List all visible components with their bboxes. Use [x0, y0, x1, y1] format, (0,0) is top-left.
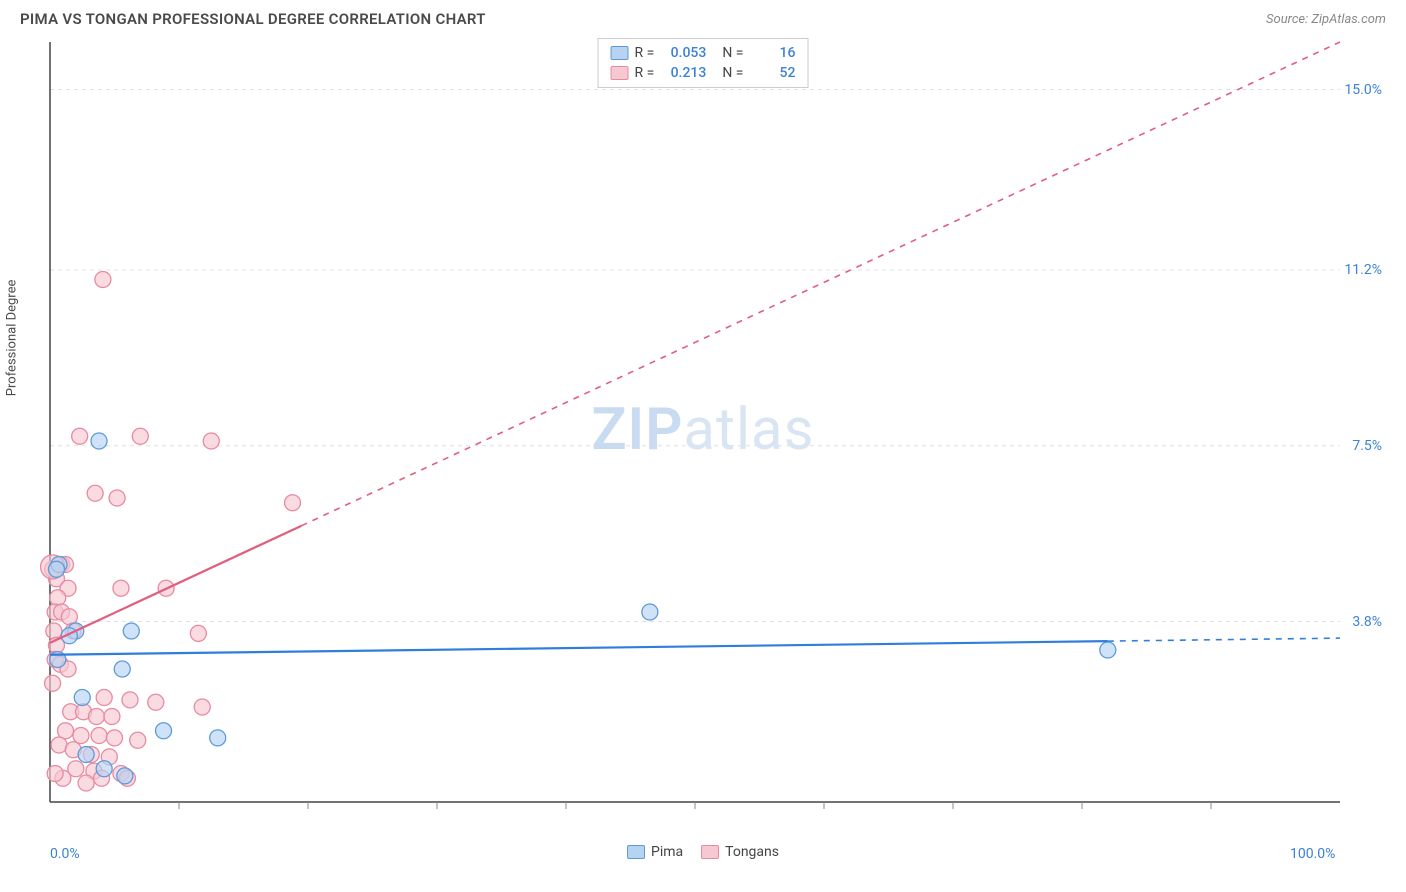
legend-R-label: R =	[635, 45, 655, 61]
legend-swatch-icon	[611, 66, 629, 80]
legend-N-value: 52	[749, 65, 795, 81]
scatter-chart	[20, 32, 1350, 832]
header-row: PIMA VS TONGAN PROFESSIONAL DEGREE CORRE…	[0, 0, 1406, 32]
legend-series-label: Tongans	[725, 844, 779, 860]
legend-R-value: 0.213	[660, 65, 706, 81]
legend-R-label: R =	[635, 65, 655, 81]
legend-R-value: 0.053	[660, 45, 706, 61]
chart-container: Professional Degree ZIPatlas R =0.053N =…	[20, 32, 1386, 862]
legend-stats: R = 0.053 N = 16 R = 0.213 N = 52	[598, 38, 809, 88]
y-axis-label: Professional Degree	[5, 280, 20, 397]
legend-series-item: Tongans	[701, 844, 779, 860]
chart-title: PIMA VS TONGAN PROFESSIONAL DEGREE CORRE…	[20, 10, 486, 28]
legend-series: Pima Tongans	[627, 844, 779, 860]
legend-series-label: Pima	[651, 844, 683, 860]
legend-swatch-icon	[611, 46, 629, 60]
legend-swatch-icon	[701, 845, 719, 859]
legend-N-value: 16	[749, 45, 795, 61]
legend-swatch-icon	[627, 845, 645, 859]
legend-stat-row: R = 0.053 N = 16	[611, 43, 796, 63]
y-tick-label: 11.2%	[1344, 262, 1382, 278]
y-tick-label: 7.5%	[1352, 438, 1382, 454]
x-tick-label: 100.0%	[1290, 846, 1335, 862]
x-tick-label: 0.0%	[50, 846, 80, 862]
legend-series-item: Pima	[627, 844, 683, 860]
source-label: Source: ZipAtlas.com	[1266, 12, 1386, 27]
legend-stat-row: R = 0.213 N = 52	[611, 63, 796, 83]
y-tick-label: 15.0%	[1344, 82, 1382, 98]
legend-N-label: N =	[722, 65, 743, 81]
legend-N-label: N =	[722, 45, 743, 61]
y-tick-label: 3.8%	[1352, 614, 1382, 630]
